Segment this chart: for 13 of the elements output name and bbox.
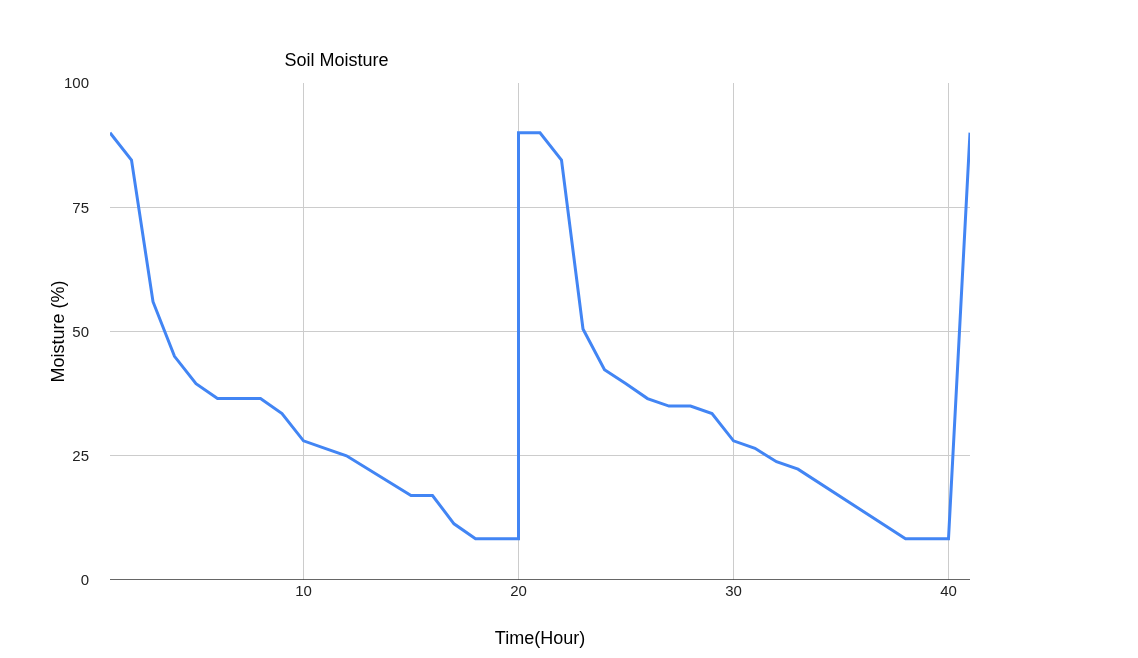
y-tick-label: 100 — [63, 74, 89, 92]
x-tick-label: 40 — [940, 582, 957, 599]
x-tick-label: 20 — [510, 582, 527, 599]
y-axis-title: Moisture (%) — [48, 280, 68, 383]
y-tick-label: 50 — [72, 322, 89, 340]
x-tick-label: 30 — [725, 582, 742, 599]
y-tick-label: 25 — [72, 447, 89, 464]
y-tick-label: 0 — [80, 571, 89, 589]
x-tick-label: 10 — [295, 582, 312, 599]
chart-title: Soil Moisture — [284, 49, 389, 70]
y-tick-label: 75 — [72, 198, 89, 216]
x-axis-title: Time(Hour) — [494, 628, 586, 648]
line-series — [110, 131, 970, 541]
